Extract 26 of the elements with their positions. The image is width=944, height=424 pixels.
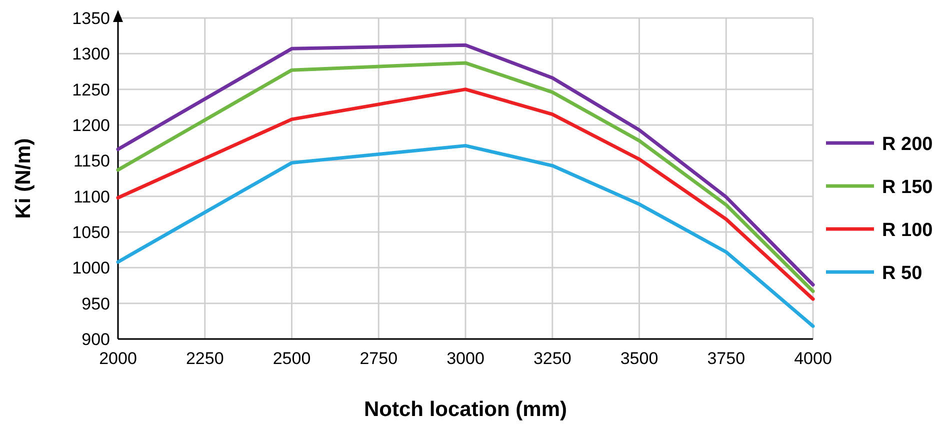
legend-label: R 200 bbox=[882, 134, 933, 155]
x-tick-label: 2500 bbox=[272, 349, 311, 368]
y-tick-label: 950 bbox=[82, 294, 110, 314]
x-tick-label: 3000 bbox=[446, 349, 484, 368]
y-tick-label: 900 bbox=[82, 330, 110, 349]
y-axis-title: Ki (N/m) bbox=[12, 138, 35, 219]
y-tick-label: 1250 bbox=[72, 80, 110, 100]
line-series bbox=[116, 144, 815, 328]
x-tick-label: 2250 bbox=[186, 349, 224, 368]
legend-label: R 100 bbox=[882, 220, 933, 241]
y-tick-label: 1150 bbox=[73, 152, 110, 171]
x-tick-label: 2750 bbox=[360, 349, 398, 368]
y-tick-label: 1350 bbox=[72, 9, 110, 28]
x-tick-label: 3750 bbox=[707, 349, 746, 368]
x-tick-label: 2000 bbox=[99, 349, 137, 368]
y-tick-label: 1100 bbox=[73, 187, 110, 206]
y-tick-label: 1300 bbox=[72, 44, 110, 64]
legend-label: R 150 bbox=[882, 177, 933, 198]
x-tick-label: 4000 bbox=[794, 349, 832, 368]
y-tick-label: 1200 bbox=[72, 116, 110, 135]
x-axis-title: Notch location (mm) bbox=[364, 398, 567, 421]
y-tick-label: 1050 bbox=[72, 223, 110, 242]
legend-label: R 50 bbox=[882, 263, 922, 284]
x-tick-label: 3500 bbox=[620, 349, 658, 368]
y-tick-label: 1000 bbox=[72, 258, 110, 278]
x-tick-label: 3250 bbox=[533, 349, 572, 368]
